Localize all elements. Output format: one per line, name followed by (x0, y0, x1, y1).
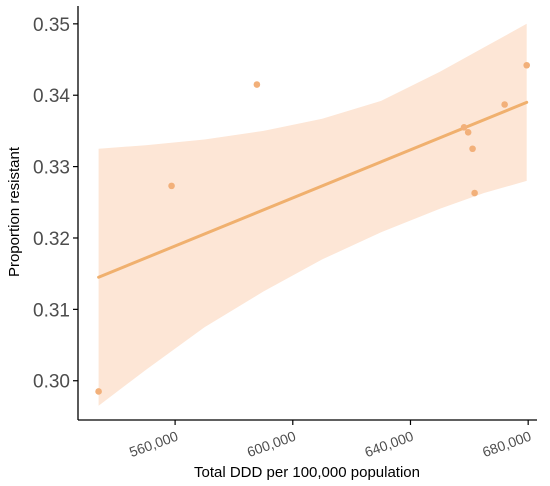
x-tick-label: 600,000 (245, 428, 298, 460)
data-point (523, 61, 531, 69)
data-point (469, 145, 476, 153)
x-tick-label: 640,000 (362, 428, 415, 460)
data-points-layer (95, 61, 531, 395)
data-point (471, 189, 478, 197)
trend-line (97, 100, 529, 279)
y-tick-label: 0.35 (33, 15, 70, 36)
data-point (501, 101, 508, 108)
x-tick-label: 560,000 (127, 428, 180, 460)
y-tick-label: 0.33 (33, 158, 70, 179)
data-point (460, 124, 468, 131)
x-tick-label: 680,000 (480, 428, 533, 460)
trend-line-layer (97, 100, 529, 279)
y-tick-label: 0.31 (33, 300, 70, 321)
y-axis-title: Proportion resistant (6, 146, 23, 277)
y-tick-label: 0.32 (33, 229, 70, 250)
data-point (168, 182, 175, 190)
data-point (253, 81, 261, 88)
y-tick-label: 0.34 (33, 86, 70, 107)
x-axis-title: Total DDD per 100,000 population (194, 464, 420, 481)
data-point (464, 129, 472, 136)
data-point (95, 388, 102, 395)
confidence-band (98, 23, 527, 406)
y-tick-label: 0.30 (33, 372, 70, 393)
confidence-band-layer (98, 23, 527, 406)
